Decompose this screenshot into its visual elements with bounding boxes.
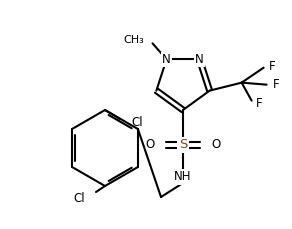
Text: NH: NH bbox=[174, 171, 192, 183]
Text: F: F bbox=[269, 60, 275, 73]
Text: O: O bbox=[211, 139, 220, 152]
Text: F: F bbox=[256, 97, 262, 110]
Text: N: N bbox=[162, 53, 171, 66]
Text: Cl: Cl bbox=[131, 115, 142, 128]
Text: Cl: Cl bbox=[73, 191, 85, 204]
Text: N: N bbox=[195, 53, 204, 66]
Text: CH₃: CH₃ bbox=[124, 35, 145, 45]
Text: F: F bbox=[273, 78, 279, 91]
Text: O: O bbox=[146, 139, 155, 152]
Text: S: S bbox=[179, 139, 187, 152]
